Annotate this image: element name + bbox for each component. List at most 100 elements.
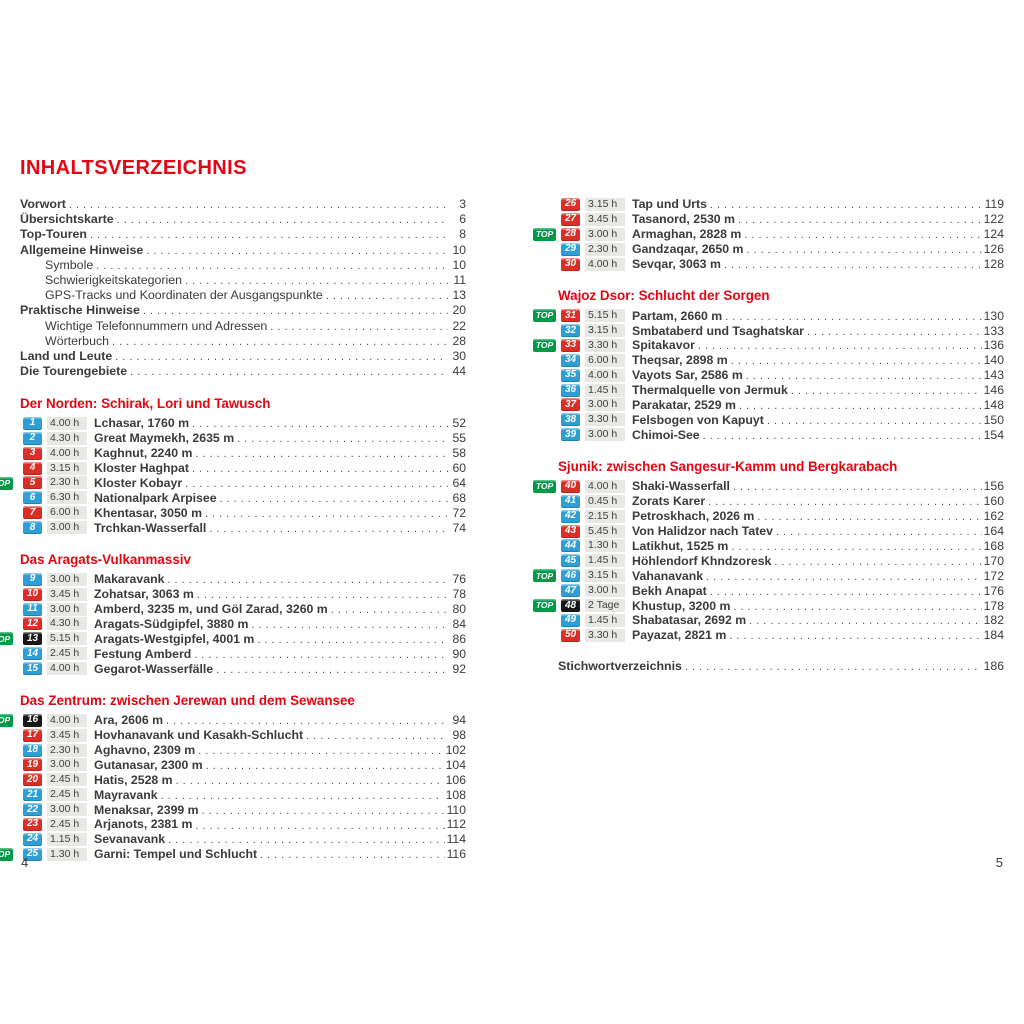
tour-name: Hatis, 2528 m: [94, 772, 173, 787]
tour-name: Trchkan-Wasserfall: [94, 520, 207, 535]
tour-name: Bekh Anapat: [632, 583, 707, 598]
tour-duration: 5.45 h: [585, 524, 625, 538]
tour-name: Shaki-Wasserfall: [632, 479, 730, 494]
front-matter-row: Vorwort 3: [20, 197, 466, 212]
tour-name: Menaksar, 2399 m: [94, 802, 199, 817]
tour-number-badge: 12: [23, 617, 42, 631]
tour-name: Garni: Tempel und Schlucht: [94, 847, 258, 862]
dot-leader: [724, 255, 982, 273]
tour-duration: 3.45 h: [47, 728, 87, 742]
dot-leader: [729, 626, 981, 644]
tour-number-badge: 18: [23, 743, 42, 757]
tour-row: 38 3.30 h Felsbogen von Kapuyt 150: [558, 412, 1004, 427]
page-ref: 133: [983, 323, 1004, 338]
index-entry-row: Stichwortverzeichnis 186: [558, 659, 1004, 674]
tour-duration: 3.00 h: [47, 803, 87, 817]
tour-duration: 1.30 h: [47, 847, 87, 861]
toc-section: Der Norden: Schirak, Lori und Tawusch 1 …: [0, 397, 466, 535]
tour-duration: 4.00 h: [585, 479, 625, 493]
front-matter-row: Praktische Hinweise 20: [20, 303, 466, 318]
front-matter-list: Vorwort 3 Übersichtskarte 6 Top-Touren 8…: [20, 197, 466, 379]
tour-number-badge: 43: [561, 524, 580, 538]
section-title: Das Zentrum: zwischen Jerewan und dem Se…: [20, 693, 355, 709]
page-ref: 106: [445, 772, 466, 787]
page-ref: 108: [445, 787, 466, 802]
tour-name: Zorats Karer: [632, 494, 706, 509]
top-badge: TOP: [533, 599, 556, 613]
toc-section: Sjunik: zwischen Sangesur-Kamm und Bergk…: [533, 459, 1004, 644]
front-matter-row: Die Tourengebiete 44: [20, 364, 466, 379]
page-ref: 119: [984, 197, 1004, 212]
tour-duration: 4.00 h: [47, 446, 87, 460]
tour-name: Shabatasar, 2692 m: [632, 613, 747, 628]
tour-number-badge: 27: [561, 212, 580, 226]
dot-leader: [130, 364, 448, 378]
tour-duration: 3.15 h: [585, 197, 625, 211]
toc-section: Das Aragats-Vulkanmassiv 9 3.00 h Makara…: [0, 552, 466, 676]
tour-duration: 4.00 h: [47, 416, 87, 430]
front-matter-label: Land und Leute: [20, 348, 113, 363]
tour-name: Latikhut, 1525 m: [632, 538, 729, 553]
tour-duration: 1.45 h: [585, 383, 625, 397]
tour-name: Aragats-Westgipfel, 4001 m: [94, 631, 255, 646]
tour-name: Theqsar, 2898 m: [632, 353, 728, 368]
front-matter-row: Schwierigkeitskategorien 11: [20, 273, 466, 288]
dot-leader: [703, 426, 982, 444]
page-ref: 84: [452, 616, 466, 631]
top-badge: TOP: [0, 847, 13, 861]
tour-row: 14 2.45 h Festung Amberd 90: [20, 646, 466, 661]
section-title: Das Aragats-Vulkanmassiv: [20, 552, 191, 568]
dot-leader: [143, 303, 448, 317]
tour-row: TOP 33 3.30 h Spitakavor 136: [533, 338, 1004, 353]
page-ref: 22: [452, 318, 466, 333]
tour-duration: 2.45 h: [47, 788, 87, 802]
top-badge: TOP: [0, 713, 13, 727]
page-ref: 58: [452, 446, 466, 461]
tour-row: TOP 28 3.00 h Armaghan, 2828 m 124: [533, 227, 1004, 242]
tour-number-badge: 7: [23, 506, 42, 520]
tour-number-badge: 41: [561, 494, 580, 508]
tour-row: TOP 16 4.00 h Ara, 2606 m 94: [0, 713, 466, 728]
tour-duration: 4.00 h: [47, 662, 87, 676]
top-badge: TOP: [533, 569, 556, 583]
page-ref: 8: [459, 227, 466, 242]
tour-row: 37 3.00 h Parakatar, 2529 m 148: [558, 398, 1004, 413]
tour-number-badge: 8: [23, 521, 42, 535]
page-ref: 184: [983, 628, 1004, 643]
tour-name: Arjanots, 2381 m: [94, 817, 193, 832]
tour-duration: 3.30 h: [585, 628, 625, 642]
tour-row: TOP 25 1.30 h Garni: Tempel und Schlucht…: [0, 845, 466, 863]
tour-row: 43 5.45 h Von Halidzor nach Tatev 164: [558, 524, 1004, 539]
tour-duration: 4.00 h: [47, 713, 87, 727]
tour-row: TOP 40 4.00 h Shaki-Wasserfall 156: [533, 479, 1004, 494]
section-title: Wajoz Dsor: Schlucht der Sorgen: [558, 288, 770, 304]
page-ref: 76: [452, 572, 466, 587]
page-ref: 160: [983, 494, 1004, 509]
tour-duration: 4.30 h: [47, 431, 87, 445]
tour-number-badge: 26: [561, 197, 580, 211]
tour-number-badge: 47: [561, 584, 580, 598]
page-ref: 92: [452, 661, 466, 676]
tour-row: 15 4.00 h Gegarot-Wasserfälle 92: [20, 661, 466, 676]
tour-number-badge: 31: [561, 309, 580, 323]
tour-row: 41 0.45 h Zorats Karer 160: [558, 494, 1004, 509]
page-ref: 154: [983, 427, 1004, 442]
tour-duration: 3.30 h: [585, 338, 625, 352]
page-ref: 140: [983, 353, 1004, 368]
front-matter-row: Symbole 10: [20, 258, 466, 273]
tour-number-badge: 30: [561, 257, 580, 271]
page-ref: 10: [452, 257, 466, 272]
page-ref: 124: [983, 227, 1004, 242]
tour-name: Thermalquelle von Jermuk: [632, 383, 788, 398]
tour-name: Armaghan, 2828 m: [632, 227, 742, 242]
toc-section: 26 3.15 h Tap und Urts 119 27 3.45 h Tas…: [533, 197, 1004, 273]
section-rows: TOP 16 4.00 h Ara, 2606 m 94 17 3.45 h H…: [0, 713, 466, 863]
tour-number-badge: 25: [23, 847, 42, 861]
page-ref: 3: [459, 197, 466, 211]
tour-number-badge: 19: [23, 758, 42, 772]
page-ref: 94: [452, 713, 466, 728]
dot-leader: [260, 845, 445, 863]
tour-number-badge: 20: [23, 773, 42, 787]
front-matter-label: Wichtige Telefonnummern und Adressen: [45, 318, 268, 333]
tour-duration: 6.30 h: [47, 491, 87, 505]
